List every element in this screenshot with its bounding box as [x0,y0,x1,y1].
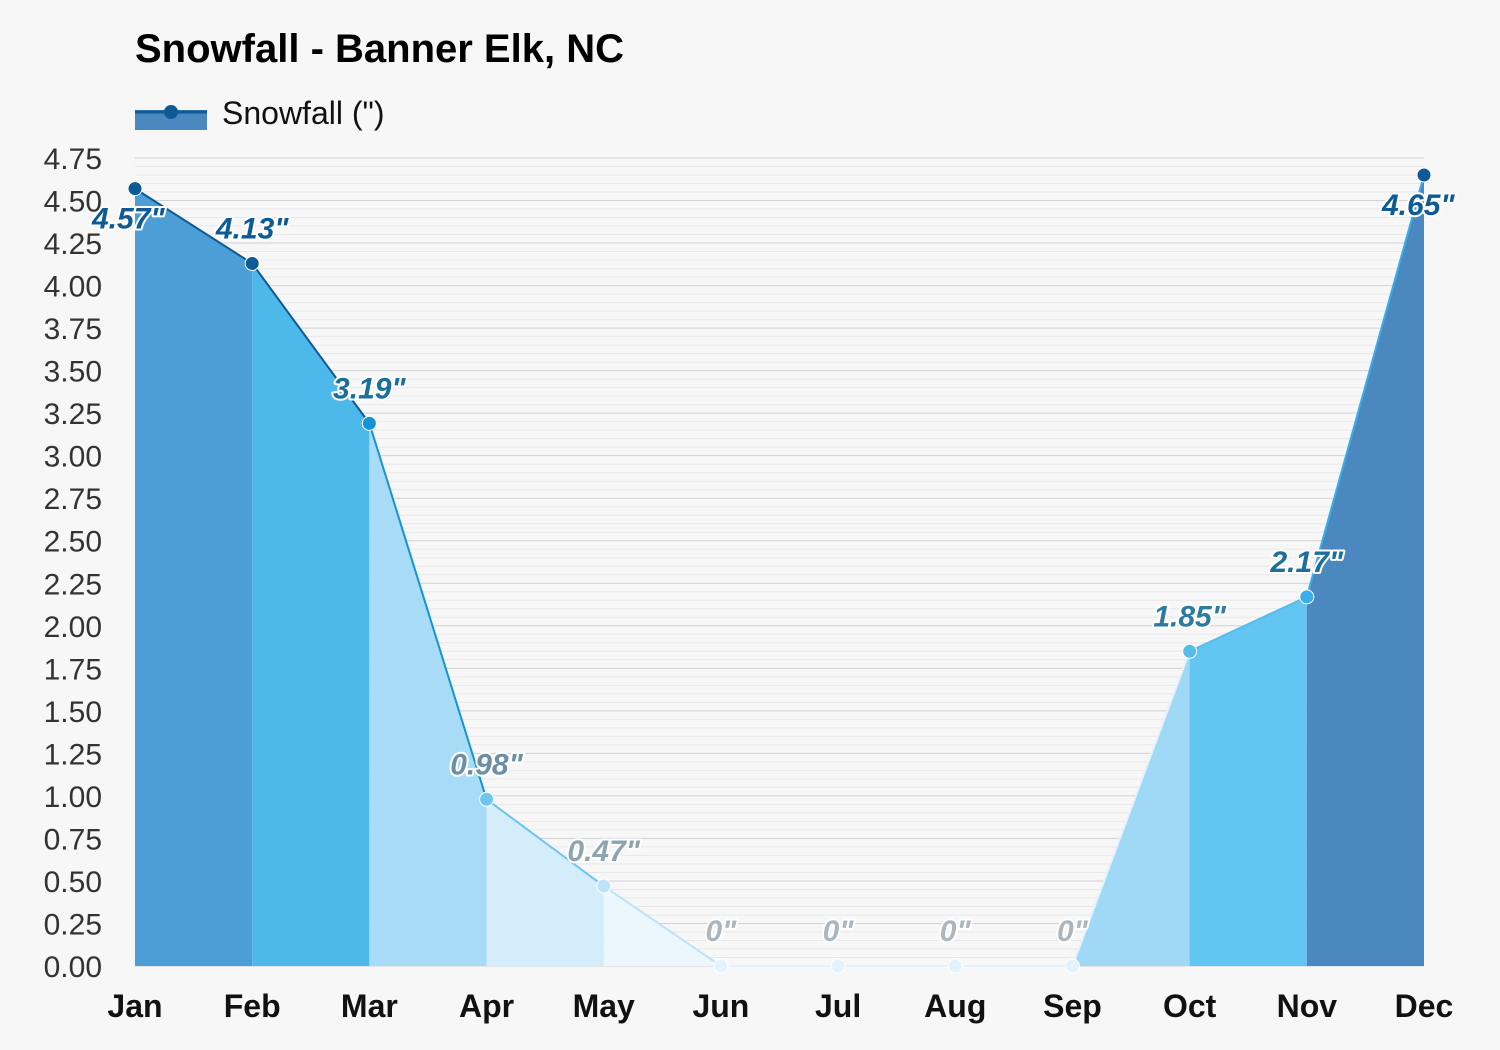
y-tick-label: 3.50 [44,356,102,389]
x-tick-label-may: May [573,988,635,1024]
data-label-nov: 2.17" [1270,546,1344,579]
data-point-dec [1416,167,1432,183]
data-point-jan [127,181,143,197]
legend[interactable]: Snowfall (") [135,95,385,131]
data-point-nov [1299,589,1315,605]
y-tick-label: 1.00 [44,781,102,814]
x-tick-label-aug: Aug [924,988,986,1024]
x-axis-ticks: Jan Feb Mar Apr May Jun Jul Aug Sep Oct Nov Dec [107,988,1453,1024]
legend-label: Snowfall (") [222,95,385,131]
data-label-jan: 4.57" [91,203,165,236]
line-segment [368,423,488,800]
data-point-mar [361,415,377,431]
data-point-aug [947,958,963,974]
y-tick-label: 3.00 [44,441,102,474]
y-tick-label: 0.00 [44,951,102,984]
data-point-apr [479,791,495,807]
data-point-sep [1064,958,1080,974]
data-label-mar: 3.19" [333,372,406,405]
data-label-oct: 1.85" [1153,600,1226,633]
line-segment [251,262,371,424]
y-tick-label: 2.00 [44,611,102,644]
legend-marker [164,105,178,119]
y-tick-label: 0.25 [44,908,102,941]
x-tick-label-dec: Dec [1395,988,1454,1024]
data-label-feb: 4.13" [215,212,289,245]
legend-swatch [135,110,207,130]
y-tick-label: 1.25 [44,738,102,771]
line-segment [134,187,253,265]
data-label-sep: 0" [1057,915,1089,948]
area-segment-nov [1306,175,1424,967]
data-label-may: 0.47" [567,835,640,868]
data-label-apr: 0.98" [450,748,523,781]
x-tick-label-jul: Jul [815,988,861,1024]
y-tick-label: 0.50 [44,866,102,899]
x-tick-label-feb: Feb [224,988,281,1024]
data-label-aug: 0" [940,915,972,948]
line-segment [1071,650,1191,967]
data-point-jun [713,958,729,974]
x-tick-label-jan: Jan [107,988,162,1024]
y-tick-label: 4.25 [44,228,102,261]
data-point-oct [1182,643,1198,659]
y-tick-label: 1.75 [44,653,102,686]
y-tick-label: 2.50 [44,526,102,559]
y-tick-label: 4.00 [44,271,102,304]
data-labels: 4.57" 4.13" 3.19" 0.98" 0.47" 0" 0" 0" 0" 1.85" 2.… [89,187,1457,950]
data-label-dec: 4.65" [1381,189,1455,222]
data-point-jul [830,958,846,974]
x-tick-label-oct: Oct [1163,988,1217,1024]
chart-title: Snowfall - Banner Elk, NC [135,27,624,71]
data-label-jul: 0" [823,915,855,948]
y-tick-label: 3.25 [44,398,102,431]
y-axis-ticks: 0.00 0.25 0.50 0.75 1.00 1.25 1.50 1.75 2.00 2.25… [44,143,102,984]
line-segment [603,885,722,967]
y-tick-label: 1.50 [44,696,102,729]
y-tick-label: 0.75 [44,823,102,856]
data-point-may [596,878,612,894]
y-tick-label: 4.50 [44,186,102,219]
y-tick-label: 2.75 [44,483,102,516]
y-tick-label: 4.75 [44,143,102,176]
line-segment [1305,174,1425,598]
area-segment-feb [252,263,370,966]
data-point-feb [244,255,260,271]
x-tick-label-jun: Jun [692,988,749,1024]
line-segment [485,798,605,887]
x-tick-label-apr: Apr [459,988,514,1024]
line-segment [1189,595,1308,653]
area-segment-mar [369,423,487,966]
x-tick-label-mar: Mar [341,988,398,1024]
y-tick-label: 2.25 [44,568,102,601]
data-label-jun: 0" [705,915,737,948]
area-segment-oct [1189,596,1307,966]
data-points [127,167,1432,974]
x-tick-label-sep: Sep [1043,988,1102,1024]
y-tick-label: 3.75 [44,313,102,346]
x-tick-label-nov: Nov [1277,988,1338,1024]
area-segment-jan [135,188,253,966]
series-line [134,174,1425,967]
area-segment-apr [486,799,604,966]
